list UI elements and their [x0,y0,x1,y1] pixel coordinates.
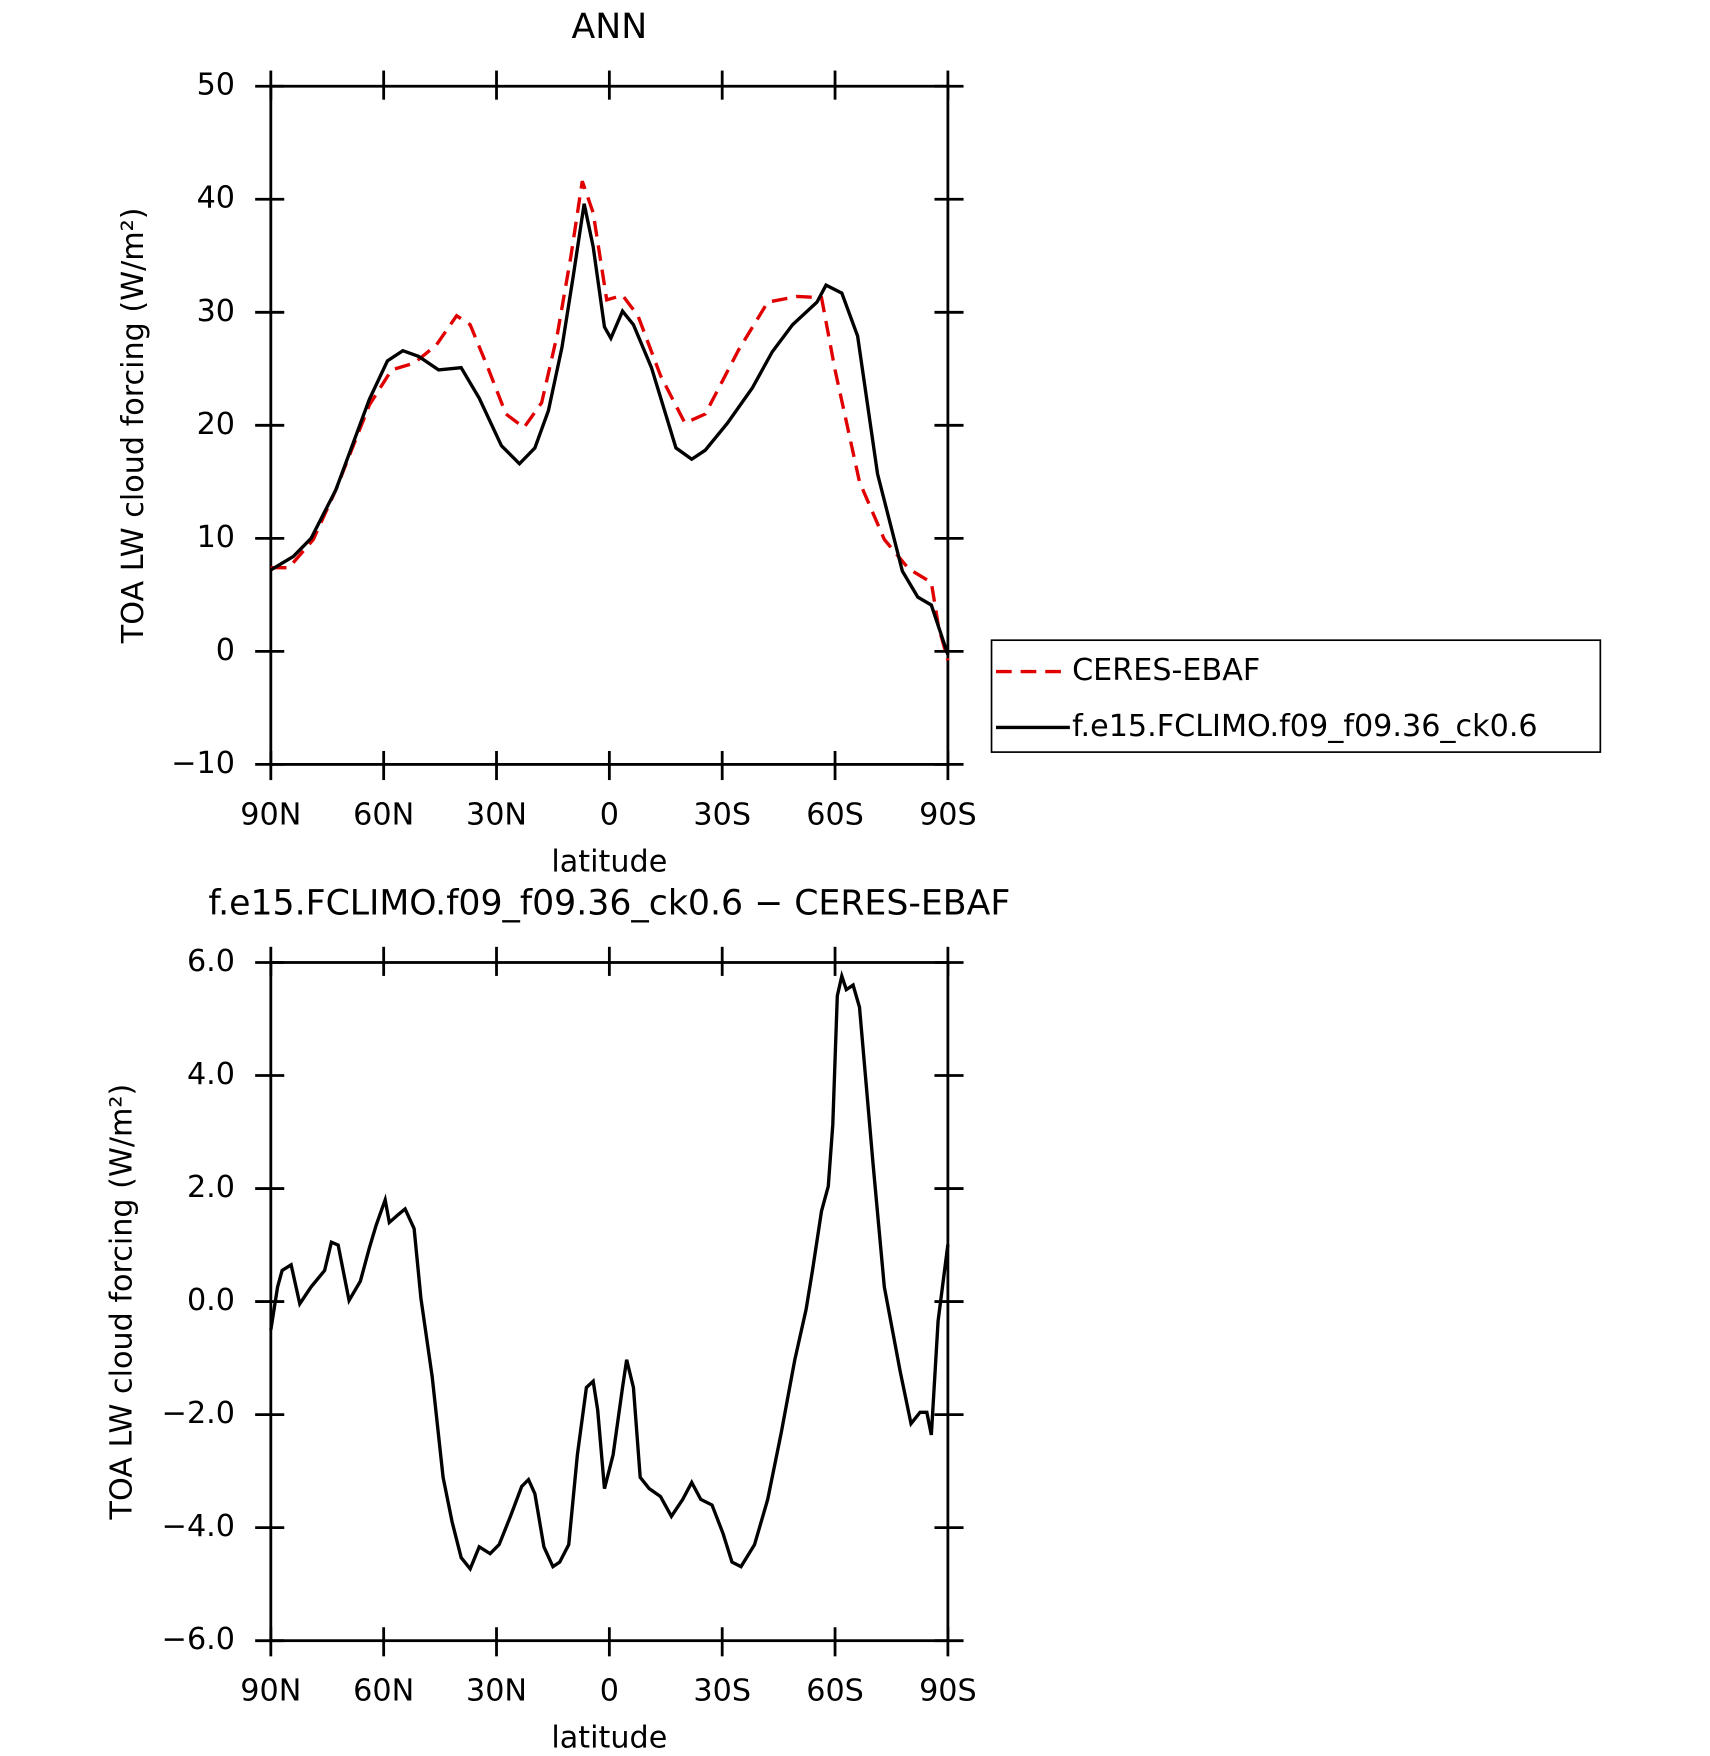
legend-label: CERES-EBAF [1072,653,1260,688]
series-line [269,203,950,656]
x-tick-label: 0 [600,797,619,832]
x-tick-label: 90N [240,797,301,832]
x-tick-label: 30S [693,1674,751,1709]
y-tick-label: 20 [197,407,235,442]
chart-title: ANN [572,7,648,47]
x-tick-label: 60S [806,1674,864,1709]
y-tick-label: 10 [197,520,235,555]
x-tick-label: 30N [466,797,527,832]
y-tick-label: 40 [197,181,235,216]
y-tick-label: −6.0 [162,1622,235,1657]
y-tick-label: −2.0 [162,1396,235,1431]
x-tick-label: 90S [919,1674,977,1709]
y-tick-label: 0.0 [187,1283,235,1318]
legend-label: f.e15.FCLIMO.f09_f09.36_ck0.6 [1072,709,1538,744]
y-tick-label: 2.0 [187,1170,235,1205]
y-tick-label: −10 [171,746,235,781]
y-tick-label: 4.0 [187,1057,235,1092]
y-tick-label: 50 [197,68,235,103]
y-tick-label: 6.0 [187,944,235,979]
x-tick-label: 0 [600,1674,619,1709]
x-tick-label: 30S [693,797,751,832]
series-line [269,969,950,1573]
y-axis-label: TOA LW cloud forcing (W/m²) [105,1084,140,1521]
x-tick-label: 90S [919,797,977,832]
y-tick-label: 0 [216,633,235,668]
x-axis-label: latitude [551,1721,667,1756]
x-tick-label: 60N [353,797,414,832]
x-axis-label: latitude [551,844,667,879]
x-tick-label: 60S [806,797,864,832]
chart-title: f.e15.FCLIMO.f09_f09.36_ck0.6 − CERES-EB… [208,883,1010,923]
y-tick-label: 30 [197,294,235,329]
y-axis-label: TOA LW cloud forcing (W/m²) [116,207,151,644]
plot-frame [269,961,950,1643]
y-tick-label: −4.0 [162,1509,235,1544]
x-tick-label: 90N [240,1674,301,1709]
series-line [270,180,950,661]
legend-box [990,639,1602,753]
x-tick-label: 30N [466,1674,527,1709]
x-tick-label: 60N [353,1674,414,1709]
